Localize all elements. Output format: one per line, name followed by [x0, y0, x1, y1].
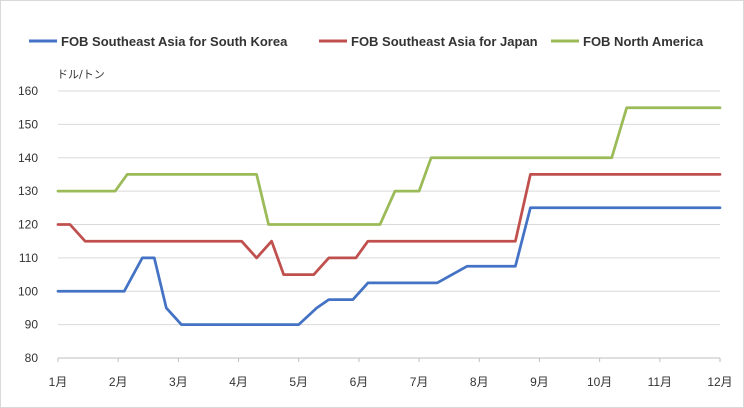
series-line-2: [56, 173, 722, 276]
gridlines: [58, 90, 720, 359]
y-axis-unit-label: ドル/トン: [57, 68, 105, 81]
y-axis: 80 90 100 110 120 130 140 150 160: [18, 84, 38, 365]
series-line-1: [56, 206, 722, 326]
x-tick-label: 9月: [530, 375, 549, 389]
y-tick-label: 90: [25, 318, 39, 332]
x-tick-label: 12月: [707, 375, 732, 389]
y-tick-label: 130: [18, 184, 38, 198]
y-tick-label: 150: [18, 117, 38, 131]
x-tick-label: 4月: [229, 375, 248, 389]
x-axis: 1月 2月 3月 4月 5月 6月 7月 8月 9月 10月 11月 12月: [49, 358, 733, 389]
legend-label-1: FOB Southeast Asia for South Korea: [61, 34, 288, 49]
series-lines: [56, 106, 722, 326]
y-tick-label: 160: [18, 84, 38, 98]
y-tick-label: 100: [18, 284, 38, 298]
x-tick-label: 5月: [289, 375, 308, 389]
legend: FOB Southeast Asia for South Korea FOB So…: [29, 34, 704, 49]
x-tick-label: 10月: [587, 375, 612, 389]
x-tick-label: 11月: [648, 375, 672, 389]
x-tick-label: 1月: [49, 375, 68, 389]
x-tick-label: 6月: [350, 375, 369, 389]
y-tick-label: 110: [19, 251, 38, 265]
legend-label-2: FOB Southeast Asia for Japan: [351, 34, 538, 49]
x-tick-label: 8月: [470, 375, 489, 389]
x-tick-label: 3月: [169, 375, 188, 389]
y-tick-label: 120: [18, 218, 38, 232]
y-tick-label: 140: [18, 151, 38, 165]
legend-label-3: FOB North America: [583, 34, 704, 49]
y-tick-label: 80: [25, 351, 39, 365]
series-line-3: [56, 106, 722, 226]
x-tick-label: 7月: [410, 375, 429, 389]
x-tick-label: 2月: [109, 375, 128, 389]
